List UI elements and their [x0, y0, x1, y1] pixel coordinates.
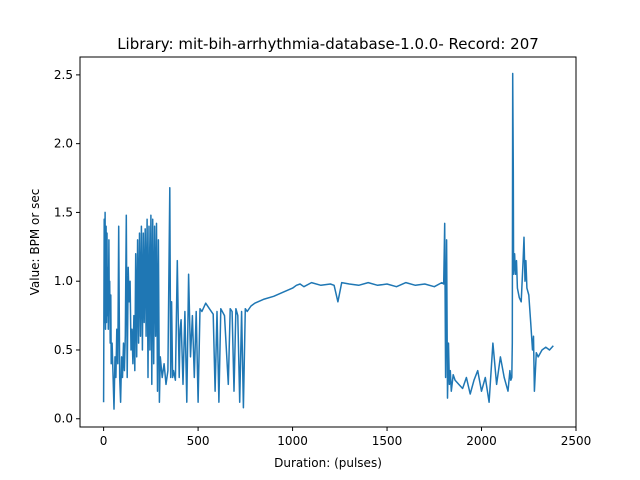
x-axis-label: Duration: (pulses): [274, 456, 382, 470]
x-tick-label: 0: [100, 434, 108, 448]
y-axis-label: Value: BPM or sec: [28, 189, 42, 296]
y-tick-label: 1.0: [54, 274, 73, 288]
y-tick-label: 1.5: [54, 205, 73, 219]
x-tick-label: 500: [187, 434, 210, 448]
plot-frame: [79, 56, 577, 428]
chart-title: Library: mit-bih-arrhythmia-database-1.0…: [117, 35, 539, 53]
x-tick-label: 2500: [561, 434, 592, 448]
y-tick-label: 2.5: [54, 68, 73, 82]
x-tick-label: 1500: [372, 434, 403, 448]
y-tick-label: 0.5: [54, 343, 73, 357]
x-tick-label: 1000: [277, 434, 308, 448]
y-tick-label: 0.0: [54, 412, 73, 426]
series-line-0: [102, 72, 554, 410]
x-tick-label: 2000: [466, 434, 497, 448]
y-tick-label: 2.0: [54, 137, 73, 151]
